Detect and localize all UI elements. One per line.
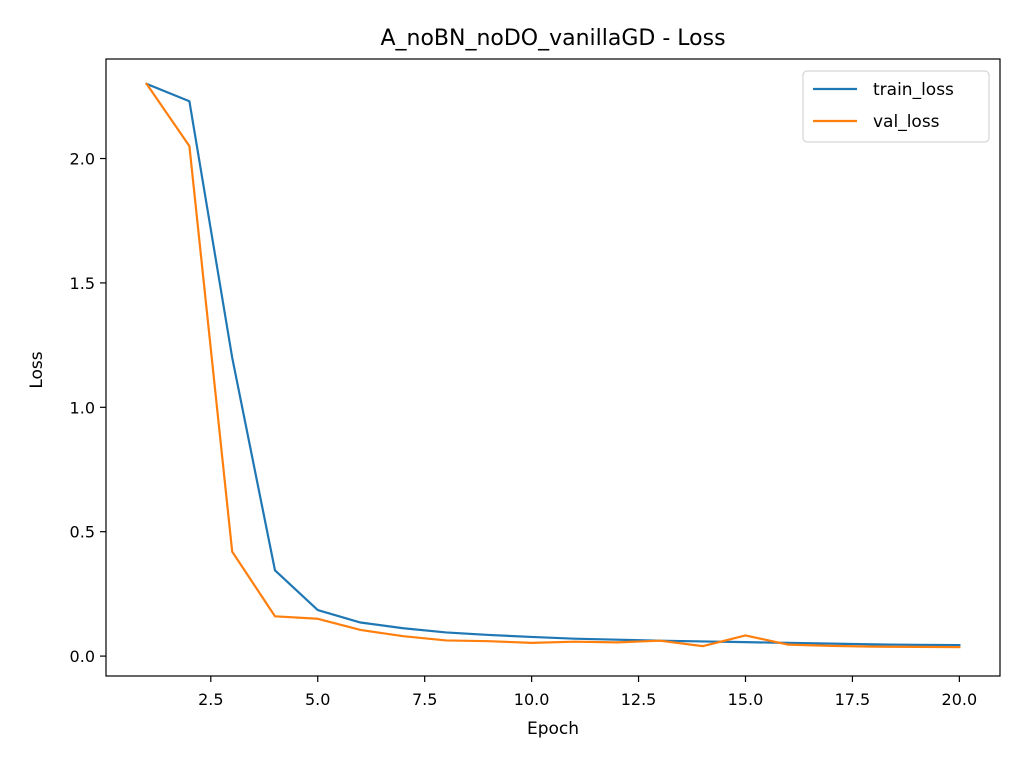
x-tick-label: 7.5 — [412, 690, 437, 709]
y-tick-label: 1.0 — [70, 398, 95, 417]
series-line-val-loss — [145, 82, 961, 649]
legend-label: val_loss — [873, 112, 940, 132]
legend-label: train_loss — [873, 80, 954, 100]
y-axis: 0.0 0.5 1.0 1.5 2.0 — [70, 150, 106, 666]
series-layer — [145, 82, 961, 649]
x-tick-label: 5.0 — [305, 690, 330, 709]
plot-area — [106, 59, 1000, 676]
x-tick-label: 20.0 — [942, 690, 978, 709]
y-tick-label: 0.0 — [70, 647, 95, 666]
x-tick-label: 15.0 — [728, 690, 764, 709]
y-axis-label: Loss — [27, 351, 47, 388]
chart-title: A_noBN_noDO_vanillaGD - Loss — [380, 26, 725, 51]
x-tick-label: 2.5 — [198, 690, 223, 709]
x-tick-label: 12.5 — [621, 690, 657, 709]
legend: train_loss val_loss — [802, 70, 990, 143]
y-tick-label: 0.5 — [70, 523, 95, 542]
series-line-train-loss — [145, 82, 961, 647]
x-tick-label: 17.5 — [835, 690, 871, 709]
y-tick-label: 1.5 — [70, 274, 95, 293]
x-axis: 2.5 5.0 7.5 10.0 12.5 15.0 17.5 20.0 — [198, 676, 977, 709]
y-tick-label: 2.0 — [70, 150, 95, 169]
x-axis-label: Epoch — [527, 719, 579, 739]
plot-frame — [105, 58, 1001, 677]
x-tick-label: 10.0 — [514, 690, 550, 709]
